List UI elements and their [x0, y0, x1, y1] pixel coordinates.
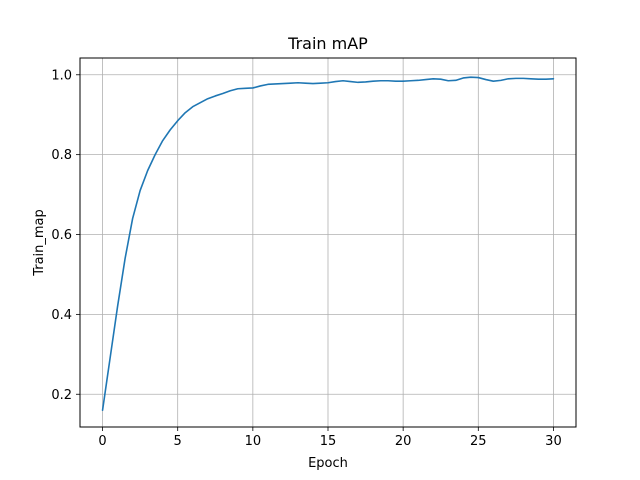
- x-tick-label: 15: [320, 434, 337, 449]
- x-tick-label: 30: [545, 434, 562, 449]
- series-layer: [101, 76, 555, 412]
- y-axis-label: Train_map: [32, 209, 47, 277]
- x-tick-label: 5: [174, 434, 182, 449]
- x-tick-label: 0: [98, 434, 106, 449]
- y-tick-label: 0.6: [51, 228, 72, 243]
- series-line-0: [101, 76, 555, 412]
- x-ticks: 0 5 10 15 20 25 30: [98, 427, 562, 449]
- y-tick-label: 0.4: [51, 308, 72, 323]
- y-tick-label: 0.2: [51, 388, 72, 403]
- chart-title: Train mAP: [287, 34, 368, 53]
- x-tick-label: 20: [395, 434, 412, 449]
- y-tick-label: 0.8: [51, 148, 72, 163]
- x-tick-label: 10: [245, 434, 262, 449]
- x-axis-label: Epoch: [308, 456, 348, 471]
- y-tick-label: 1.0: [51, 68, 72, 83]
- grid-lines: [80, 58, 576, 427]
- x-tick-label: 25: [470, 434, 487, 449]
- y-ticks: 0.2 0.4 0.6 0.8 1.0: [51, 68, 80, 403]
